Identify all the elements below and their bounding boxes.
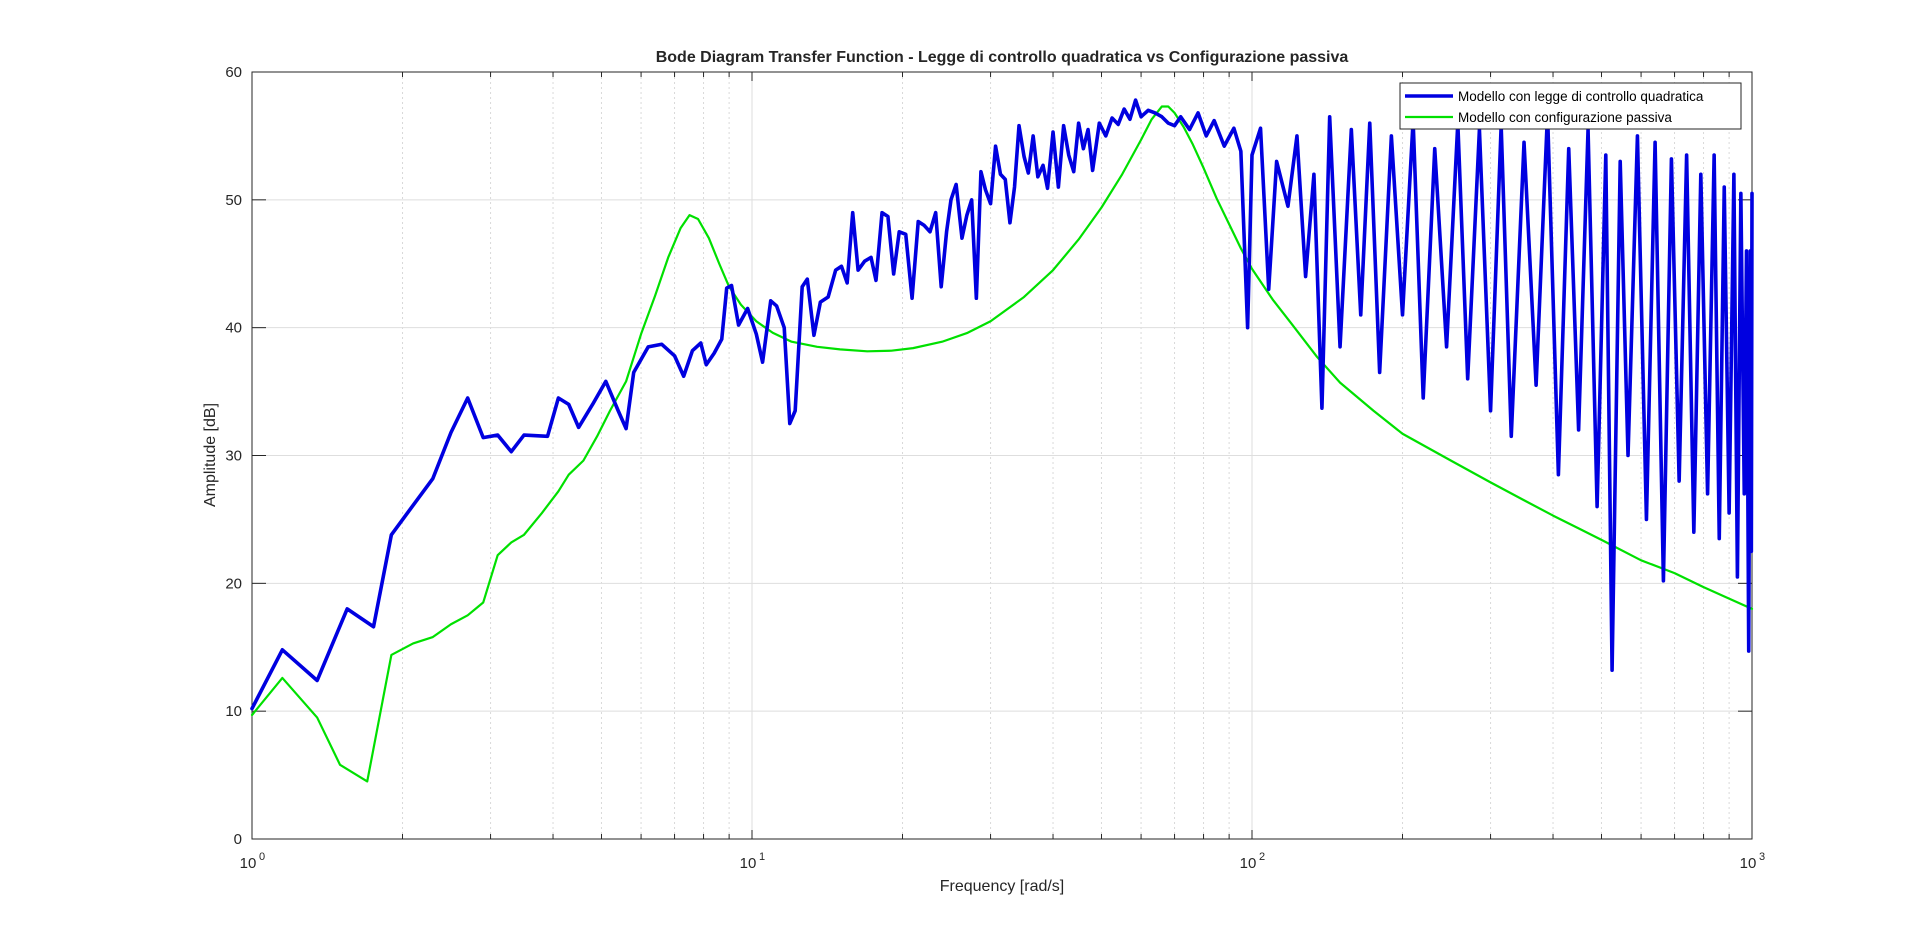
y-tick-label: 50 — [225, 192, 242, 209]
x-tick-base: 10 — [740, 855, 757, 872]
x-tick-label: 10 2 — [1240, 851, 1265, 872]
x-tick-labels: 10 0 10 1 10 2 10 3 — [240, 851, 1765, 872]
x-tick-exponent: 0 — [259, 851, 265, 863]
x-axis-label: Frequency [rad/s] — [940, 878, 1065, 895]
x-tick-base: 10 — [1240, 855, 1257, 872]
y-tick-label: 40 — [225, 320, 242, 337]
x-tick-label: 10 3 — [1740, 851, 1765, 872]
chart-title: Bode Diagram Transfer Function - Legge d… — [656, 49, 1349, 66]
legend-label-series-2: Modello con configurazione passiva — [1458, 110, 1672, 125]
x-tick-exponent: 3 — [1759, 851, 1765, 863]
axis-ticks — [251, 71, 1753, 840]
x-tick-label: 10 1 — [740, 851, 765, 872]
x-tick-label: 10 0 — [240, 851, 265, 872]
y-tick-labels: 0 10 20 30 40 50 60 — [225, 64, 242, 848]
y-tick-label: 10 — [225, 703, 242, 720]
y-tick-label: 20 — [225, 575, 242, 592]
series-line-1 — [250, 98, 1754, 711]
series-group — [250, 98, 1754, 783]
y-tick-label: 30 — [225, 448, 242, 465]
legend-box — [1399, 82, 1742, 130]
series-line-2 — [250, 105, 1754, 783]
y-tick-label: 60 — [225, 64, 242, 81]
x-tick-exponent: 2 — [1259, 851, 1265, 863]
legend: Modello con legge di controllo quadratic… — [1399, 82, 1742, 130]
x-tick-base: 10 — [1740, 855, 1757, 872]
x-tick-exponent: 1 — [759, 851, 765, 863]
x-tick-base: 10 — [240, 855, 257, 872]
legend-label-series-1: Modello con legge di controllo quadratic… — [1458, 89, 1704, 104]
y-axis-label: Amplitude [dB] — [202, 403, 219, 507]
y-tick-label: 0 — [234, 831, 242, 848]
